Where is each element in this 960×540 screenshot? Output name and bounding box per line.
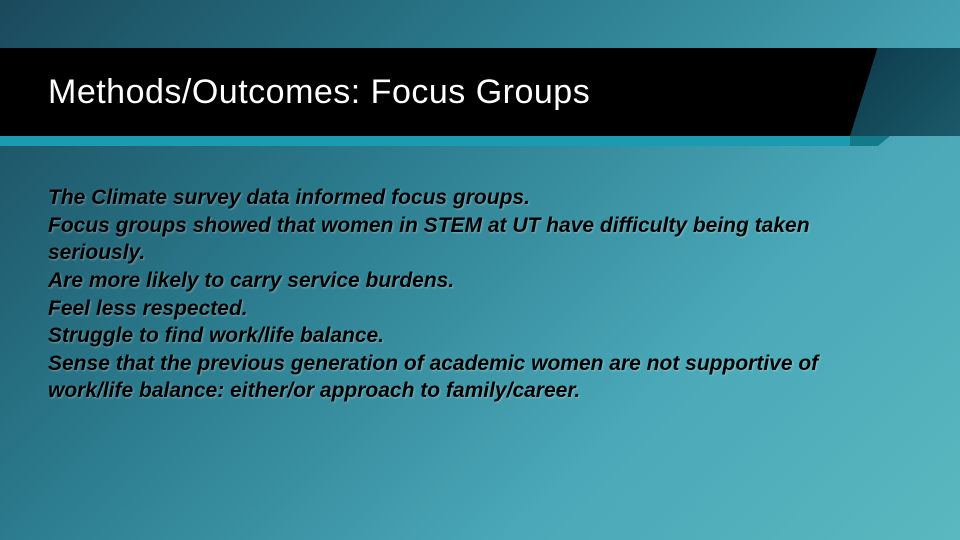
- body-line: Focus groups showed that women in STEM a…: [48, 213, 890, 267]
- title-underline: [0, 136, 850, 146]
- body-line: Struggle to find work/life balance.: [48, 323, 890, 350]
- body-line: The Climate survey data informed focus g…: [48, 185, 890, 212]
- title-bar: Methods/Outcomes: Focus Groups: [0, 48, 960, 136]
- body-line: Sense that the previous generation of ac…: [48, 351, 890, 405]
- slide-body: The Climate survey data informed focus g…: [48, 185, 890, 406]
- body-line: Are more likely to carry service burdens…: [48, 268, 890, 295]
- body-line: Feel less respected.: [48, 296, 890, 323]
- slide-title: Methods/Outcomes: Focus Groups: [48, 73, 590, 112]
